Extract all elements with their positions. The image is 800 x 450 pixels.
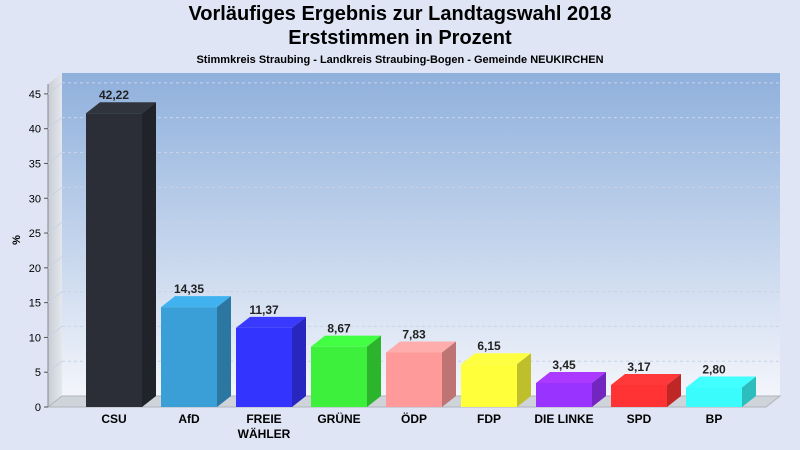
data-label: 3,17	[627, 360, 651, 374]
bar-front	[161, 307, 217, 407]
bar-top	[236, 316, 306, 328]
data-label: 42,22	[99, 88, 129, 102]
y-tick-label: 10	[29, 332, 41, 344]
bar-front	[386, 352, 442, 407]
side-wall	[48, 73, 62, 407]
bar-side	[667, 373, 681, 407]
bar-side	[142, 102, 156, 407]
gridline-side	[47, 117, 63, 130]
gridline-side	[47, 82, 63, 95]
data-label: 6,15	[477, 339, 501, 353]
x-tick-label: BP	[706, 412, 723, 426]
bar-side	[592, 371, 606, 407]
x-tick-label: FDP	[477, 412, 501, 426]
bar-side	[742, 376, 756, 407]
y-axis-label: %	[11, 235, 23, 245]
data-label: 8,67	[327, 322, 351, 336]
bar-side	[367, 335, 381, 407]
bar-side	[517, 353, 531, 407]
bar-freie-wähler	[236, 316, 306, 407]
data-label: 7,83	[402, 328, 426, 342]
gridline-side	[47, 186, 63, 199]
bar-side	[217, 296, 231, 407]
bar-front	[686, 387, 742, 407]
x-tick-label: AfD	[178, 412, 200, 426]
bar-spd	[611, 373, 681, 407]
bar-side	[442, 341, 456, 407]
data-label: 2,80	[702, 363, 726, 377]
y-tick-label: 5	[35, 367, 41, 379]
x-tick-label: CSU	[101, 412, 126, 426]
data-label: 11,37	[249, 303, 279, 317]
x-tick-label: DIE LINKE	[534, 412, 593, 426]
chart-subtitle-main: Erststimmen in Prozent	[288, 27, 512, 49]
x-tick-label: ÖDP	[401, 411, 427, 426]
bar-afd	[161, 296, 231, 407]
y-tick-label: 40	[29, 124, 41, 136]
bar-front	[311, 346, 367, 407]
data-label: 14,35	[174, 282, 204, 296]
x-tick-label: FREIE WÄHLER	[238, 412, 291, 441]
gridline-side	[47, 326, 63, 338]
x-tick-label: SPD	[627, 412, 652, 426]
gridline-side	[47, 291, 63, 304]
gridline-side	[47, 360, 63, 373]
chart-subtitle: Stimmkreis Straubing - Landkreis Straubi…	[196, 54, 604, 66]
x-tick-label: GRÜNE	[317, 411, 360, 426]
bar-front	[611, 384, 667, 407]
bar-top	[611, 373, 681, 385]
y-tick-label: 20	[29, 263, 41, 275]
bar-fdp	[461, 353, 531, 407]
gridline-side	[47, 221, 63, 234]
bar-csu	[86, 102, 156, 407]
bar-top	[311, 335, 381, 347]
bar-grüne	[311, 335, 381, 407]
y-tick-label: 35	[29, 158, 41, 170]
data-label: 3,45	[552, 358, 576, 372]
y-tick-label: 25	[29, 228, 41, 240]
bar-ödp	[386, 341, 456, 407]
y-tick-label: 0	[35, 402, 41, 414]
bar-front	[536, 382, 592, 407]
bar-top	[161, 296, 231, 308]
bar-bp	[686, 376, 756, 407]
bar-top	[461, 353, 531, 365]
y-tick-label: 15	[29, 298, 41, 310]
bar-die-linke	[536, 371, 606, 407]
gridline-side	[47, 256, 63, 269]
y-tick-label: 30	[29, 193, 41, 205]
bar-front	[236, 327, 292, 407]
bar-side	[292, 316, 306, 407]
y-tick-label: 45	[29, 89, 41, 101]
bar-top	[86, 102, 156, 114]
bar-top	[386, 341, 456, 353]
bar-front	[461, 364, 517, 407]
bar-top	[536, 371, 606, 383]
gridline-side	[47, 152, 63, 164]
bar-top	[686, 376, 756, 388]
bar-front	[86, 113, 142, 407]
chart-title: Vorläufiges Ergebnis zur Landtagswahl 20…	[188, 3, 612, 25]
